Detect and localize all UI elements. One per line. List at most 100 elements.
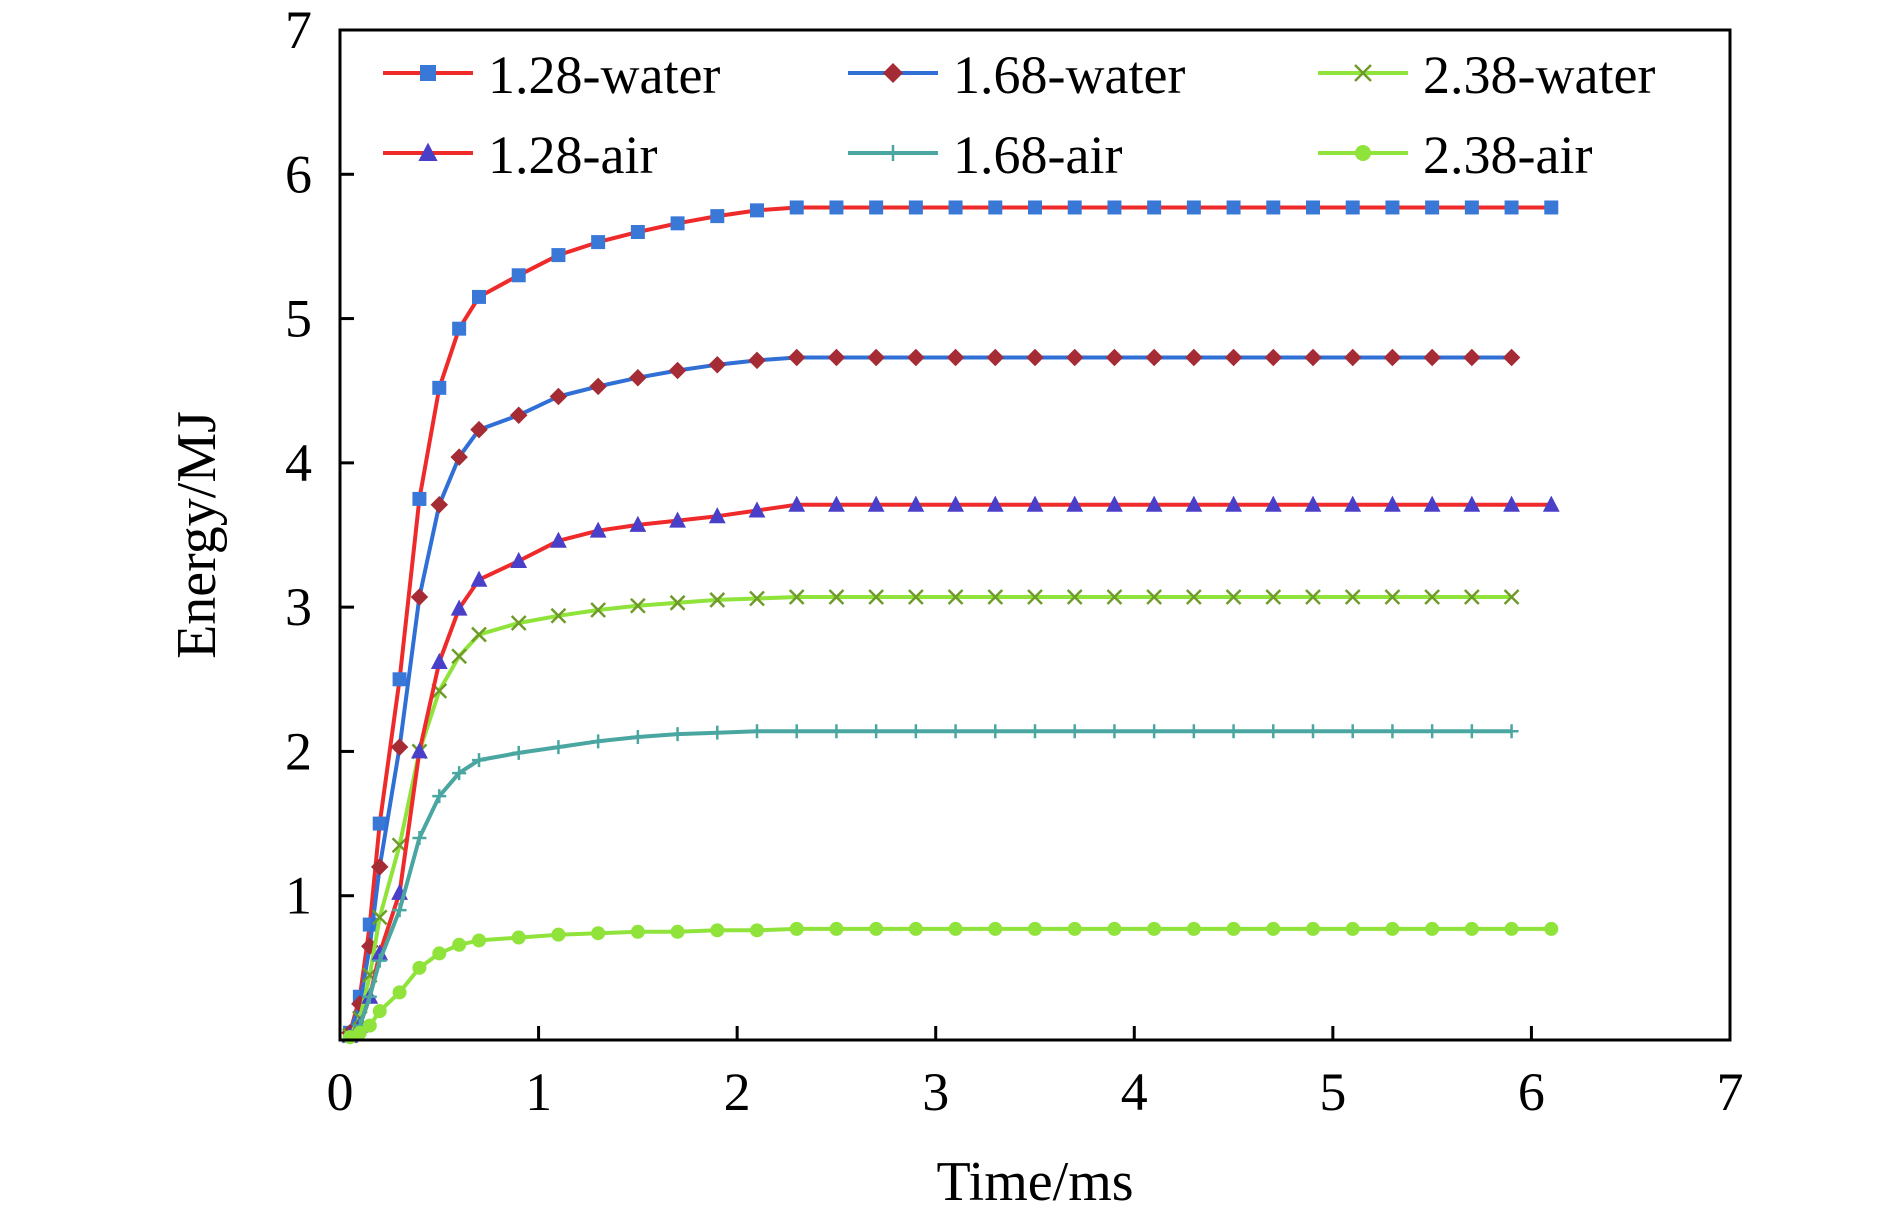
data-point bbox=[1146, 589, 1163, 605]
data-point bbox=[511, 930, 526, 945]
data-point bbox=[551, 927, 566, 942]
data-point bbox=[450, 599, 468, 616]
data-point bbox=[670, 924, 685, 939]
legend: 1.28-water 1.68-water 2.38-water 1.28-air 1.… bbox=[383, 45, 1655, 185]
data-point bbox=[1385, 724, 1400, 739]
data-point bbox=[1107, 200, 1122, 215]
data-point bbox=[551, 248, 566, 263]
series-1-68-water bbox=[341, 348, 1521, 1042]
data-point bbox=[551, 740, 566, 755]
data-point bbox=[630, 730, 645, 744]
legend-marker bbox=[885, 145, 901, 161]
data-point bbox=[988, 921, 1003, 936]
data-point bbox=[1343, 348, 1362, 367]
data-point bbox=[1345, 921, 1360, 936]
data-point bbox=[362, 1018, 377, 1033]
data-point bbox=[1107, 921, 1122, 936]
legend-item: 1.28-water bbox=[383, 45, 720, 105]
data-point bbox=[869, 200, 884, 215]
data-point bbox=[1185, 495, 1203, 512]
data-point bbox=[1225, 495, 1242, 512]
x-tick-label: 3 bbox=[922, 1062, 949, 1122]
legend-label: 1.28-air bbox=[488, 125, 657, 185]
data-point bbox=[392, 903, 407, 918]
series-2-38-air bbox=[342, 921, 1559, 1045]
data-point bbox=[1464, 921, 1479, 936]
data-point bbox=[1503, 495, 1520, 512]
data-point bbox=[1226, 724, 1241, 739]
data-point bbox=[828, 495, 845, 512]
data-point bbox=[1383, 348, 1402, 367]
series-1-28-air bbox=[341, 495, 1560, 1043]
data-point bbox=[1304, 495, 1322, 512]
legend-marker bbox=[420, 65, 436, 81]
series-2-38-water bbox=[342, 589, 1520, 1044]
y-tick-label: 4 bbox=[285, 433, 312, 493]
data-point bbox=[668, 361, 687, 380]
data-point bbox=[1186, 921, 1201, 936]
data-point bbox=[1067, 200, 1082, 215]
y-tick-label: 3 bbox=[285, 577, 312, 637]
data-point bbox=[629, 515, 647, 532]
data-point bbox=[1225, 589, 1242, 605]
x-tick-label: 6 bbox=[1518, 1062, 1545, 1122]
data-point bbox=[1423, 495, 1441, 512]
data-point bbox=[630, 225, 645, 239]
data-point bbox=[432, 946, 447, 961]
legend-label: 2.38-water bbox=[1423, 45, 1655, 105]
data-point bbox=[1106, 495, 1123, 512]
data-point bbox=[392, 985, 407, 1000]
data-point bbox=[1145, 348, 1163, 367]
data-point bbox=[410, 588, 429, 606]
data-point bbox=[948, 200, 963, 215]
data-point bbox=[452, 937, 467, 952]
data-point bbox=[412, 831, 427, 845]
data-point bbox=[1544, 921, 1559, 936]
data-point bbox=[1226, 200, 1241, 215]
data-point bbox=[867, 348, 885, 367]
data-point bbox=[1504, 200, 1519, 215]
data-point bbox=[470, 420, 488, 439]
data-point bbox=[710, 209, 725, 224]
legend-item: 1.28-air bbox=[383, 125, 657, 185]
x-tick-label: 7 bbox=[1717, 1062, 1744, 1122]
data-point bbox=[352, 1025, 367, 1040]
data-point bbox=[372, 1004, 387, 1019]
data-point bbox=[907, 495, 925, 512]
data-point bbox=[411, 742, 428, 759]
data-point bbox=[1028, 921, 1042, 936]
data-point bbox=[669, 594, 686, 611]
data-point bbox=[1266, 200, 1281, 215]
data-point bbox=[829, 921, 844, 936]
data-point bbox=[392, 672, 407, 687]
x-tick-label: 4 bbox=[1121, 1062, 1148, 1122]
data-point bbox=[630, 924, 645, 939]
data-point bbox=[1544, 200, 1559, 215]
data-point bbox=[472, 933, 486, 948]
data-point bbox=[472, 289, 486, 304]
y-tick-label: 2 bbox=[285, 721, 312, 781]
data-point bbox=[589, 377, 607, 396]
data-point bbox=[1105, 348, 1124, 367]
data-point bbox=[1147, 200, 1162, 215]
data-point bbox=[829, 200, 844, 215]
series-line bbox=[348, 595, 1512, 1037]
data-point bbox=[1107, 724, 1122, 739]
data-point bbox=[908, 921, 923, 936]
data-point bbox=[907, 589, 924, 605]
data-point bbox=[510, 615, 527, 631]
data-point bbox=[371, 944, 389, 961]
data-point bbox=[1306, 921, 1320, 936]
data-point bbox=[451, 648, 468, 665]
data-point bbox=[787, 348, 806, 367]
data-point bbox=[1305, 589, 1321, 605]
data-point bbox=[629, 368, 647, 387]
data-point bbox=[946, 348, 965, 367]
data-point bbox=[789, 724, 804, 739]
data-point bbox=[1345, 724, 1360, 739]
data-point bbox=[432, 380, 447, 395]
data-point bbox=[511, 745, 526, 760]
data-point bbox=[1145, 495, 1163, 512]
